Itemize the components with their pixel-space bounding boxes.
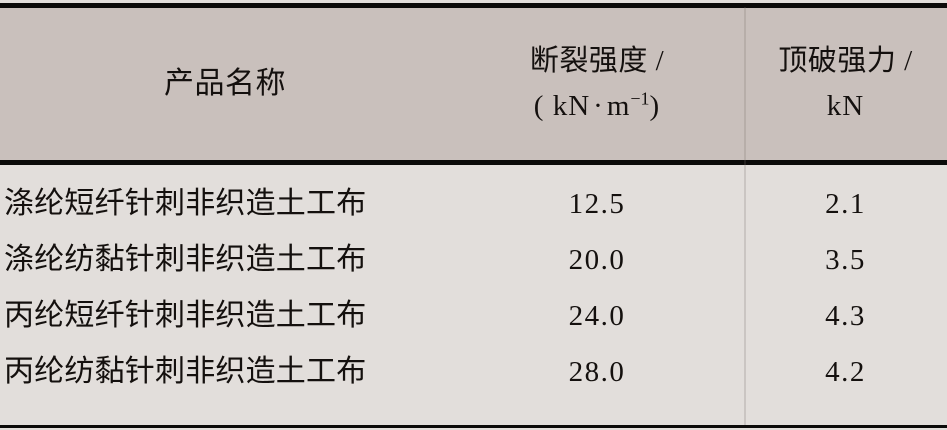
table-body: 涤纶短纤针刺非织造土工布 12.5 2.1 涤纶纺黏针刺非织造土工布 20.0 …	[0, 176, 947, 400]
column-header-tensile-strength-label: 断裂强度 /	[529, 45, 665, 78]
table-row: 涤纶短纤针刺非织造土工布 12.5 2.1	[0, 176, 947, 232]
cell-tensile-strength: 20.0	[568, 243, 626, 276]
table-row: 丙纶短纤针刺非织造土工布 24.0 4.3	[0, 288, 947, 344]
column-header-product-name: 产品名称	[0, 64, 450, 104]
unit-prefix: ( kN	[533, 89, 591, 122]
cell-product-name: 丙纶短纤针刺非织造土工布	[4, 299, 367, 332]
table-header-row: 产品名称 断裂强度 / ( kN · m−1) 顶破强力 / kN	[0, 7, 947, 160]
table-top-rule	[0, 3, 947, 8]
table-header-rule	[0, 160, 947, 165]
table-bottom-rule	[0, 425, 947, 428]
table-column-separator	[744, 7, 746, 425]
cell-bursting-strength: 2.1	[825, 187, 866, 220]
column-header-bursting-strength: 顶破强力 / kN	[744, 42, 947, 125]
table-header-band	[0, 7, 947, 160]
cell-tensile-strength: 28.0	[568, 355, 626, 388]
cell-tensile-strength: 12.5	[568, 187, 626, 220]
cell-tensile-strength: 24.0	[568, 299, 626, 332]
unit-suffix: )	[649, 89, 661, 122]
column-header-bursting-strength-unit: kN	[826, 89, 865, 122]
table-row: 涤纶纺黏针刺非织造土工布 20.0 3.5	[0, 232, 947, 288]
cell-product-name: 涤纶短纤针刺非织造土工布	[4, 187, 367, 220]
cell-bursting-strength: 4.2	[825, 355, 866, 388]
column-header-bursting-strength-label: 顶破强力 /	[778, 45, 913, 78]
cell-bursting-strength: 3.5	[825, 243, 866, 276]
cell-product-name: 丙纶纺黏针刺非织造土工布	[4, 355, 367, 388]
column-header-tensile-strength: 断裂强度 / ( kN · m−1)	[450, 42, 744, 125]
column-header-tensile-strength-unit: ( kN · m−1)	[450, 87, 744, 125]
unit-base: m	[606, 89, 631, 122]
column-header-product-name-label: 产品名称	[164, 66, 286, 100]
table-row: 丙纶纺黏针刺非织造土工布 28.0 4.2	[0, 344, 947, 400]
cell-product-name: 涤纶纺黏针刺非织造土工布	[4, 243, 367, 276]
unit-exponent: −1	[630, 87, 650, 108]
cell-bursting-strength: 4.3	[825, 299, 866, 332]
middot-symbol: ·	[593, 89, 604, 122]
